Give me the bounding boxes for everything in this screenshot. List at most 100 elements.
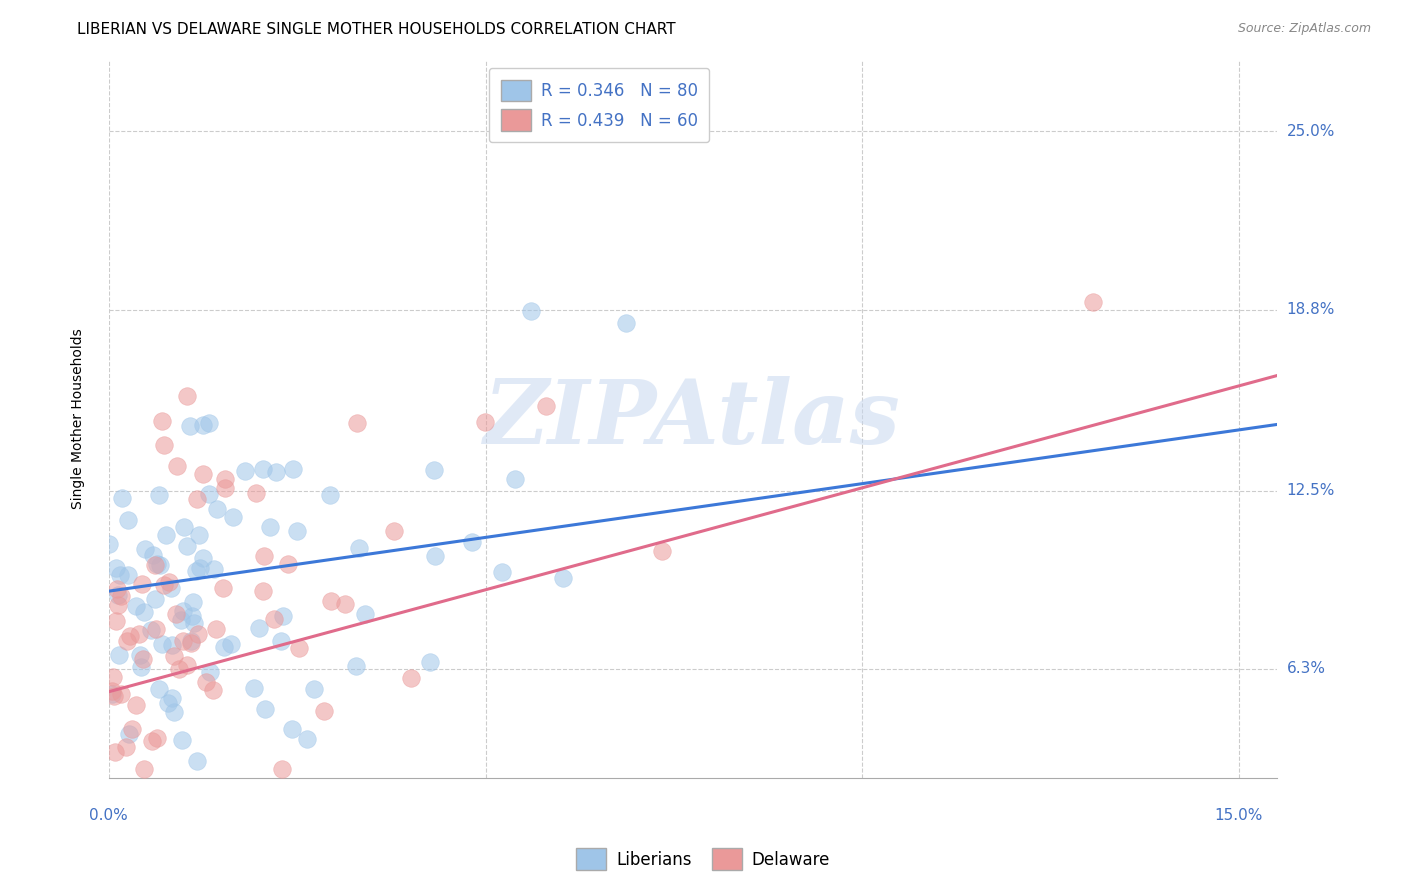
Point — [146, 731, 169, 746]
Point — [198, 487, 221, 501]
Point — [146, 558, 169, 572]
Point — [263, 612, 285, 626]
Point — [101, 687, 124, 701]
Point — [103, 670, 125, 684]
Point — [191, 551, 214, 566]
Legend: Liberians, Delaware: Liberians, Delaware — [569, 842, 837, 877]
Point — [179, 418, 201, 433]
Point — [222, 510, 245, 524]
Text: 15.0%: 15.0% — [1215, 808, 1263, 823]
Point — [461, 534, 484, 549]
Text: 0.0%: 0.0% — [90, 808, 128, 823]
Point — [170, 613, 193, 627]
Point — [108, 648, 131, 663]
Point — [125, 599, 148, 613]
Point — [148, 681, 170, 696]
Point — [101, 684, 124, 698]
Point — [117, 512, 139, 526]
Point — [134, 605, 156, 619]
Point — [163, 648, 186, 663]
Point — [149, 558, 172, 572]
Point — [141, 623, 163, 637]
Point — [148, 488, 170, 502]
Point — [553, 571, 575, 585]
Point — [347, 541, 370, 555]
Point — [150, 637, 173, 651]
Point — [281, 722, 304, 736]
Point — [183, 616, 205, 631]
Point — [1081, 294, 1104, 309]
Text: ZIPAtlas: ZIPAtlas — [485, 376, 901, 462]
Point — [211, 582, 233, 596]
Point — [288, 641, 311, 656]
Point — [166, 459, 188, 474]
Point — [98, 537, 121, 551]
Point — [134, 542, 156, 557]
Point — [419, 656, 441, 670]
Point — [141, 734, 163, 748]
Text: Source: ZipAtlas.com: Source: ZipAtlas.com — [1237, 22, 1371, 36]
Point — [520, 304, 543, 318]
Point — [180, 633, 202, 648]
Point — [186, 492, 208, 507]
Point — [115, 740, 138, 755]
Point — [143, 592, 166, 607]
Point — [281, 461, 304, 475]
Point — [401, 671, 423, 685]
Text: 25.0%: 25.0% — [1286, 124, 1334, 139]
Text: LIBERIAN VS DELAWARE SINGLE MOTHER HOUSEHOLDS CORRELATION CHART: LIBERIAN VS DELAWARE SINGLE MOTHER HOUSE… — [77, 22, 676, 37]
Point — [103, 689, 125, 703]
Point — [108, 568, 131, 582]
Point — [107, 598, 129, 612]
Point — [266, 465, 288, 479]
Point — [245, 486, 267, 500]
Point — [314, 704, 336, 718]
Point — [491, 565, 513, 579]
Point — [474, 415, 496, 429]
Point — [181, 608, 204, 623]
Point — [167, 662, 190, 676]
Point — [150, 414, 173, 428]
Point — [129, 648, 152, 662]
Point — [505, 472, 527, 486]
Point — [181, 595, 204, 609]
Point — [353, 607, 375, 622]
Point — [142, 548, 165, 562]
Text: 6.3%: 6.3% — [1286, 661, 1326, 676]
Point — [202, 561, 225, 575]
Point — [153, 578, 176, 592]
Point — [198, 665, 221, 680]
Point — [145, 622, 167, 636]
Point — [180, 636, 202, 650]
Point — [271, 609, 294, 624]
Point — [160, 638, 183, 652]
Point — [134, 762, 156, 776]
Point — [423, 463, 446, 477]
Point — [277, 557, 299, 571]
Point — [187, 627, 209, 641]
Point — [110, 687, 132, 701]
Point — [170, 733, 193, 747]
Point — [302, 681, 325, 696]
Point — [121, 722, 143, 736]
Point — [233, 464, 256, 478]
Point — [318, 488, 340, 502]
Point — [157, 574, 180, 589]
Point — [176, 539, 198, 553]
Point — [190, 560, 212, 574]
Point — [131, 652, 153, 666]
Point — [271, 762, 294, 776]
Point — [111, 491, 134, 505]
Point — [253, 702, 276, 716]
Point — [191, 417, 214, 432]
Point — [252, 584, 274, 599]
Point — [202, 682, 225, 697]
Point — [107, 588, 129, 602]
Point — [247, 621, 270, 635]
Point — [120, 629, 142, 643]
Point — [188, 528, 211, 542]
Point — [131, 659, 153, 673]
Point — [128, 627, 150, 641]
Point — [243, 681, 266, 696]
Point — [252, 461, 274, 475]
